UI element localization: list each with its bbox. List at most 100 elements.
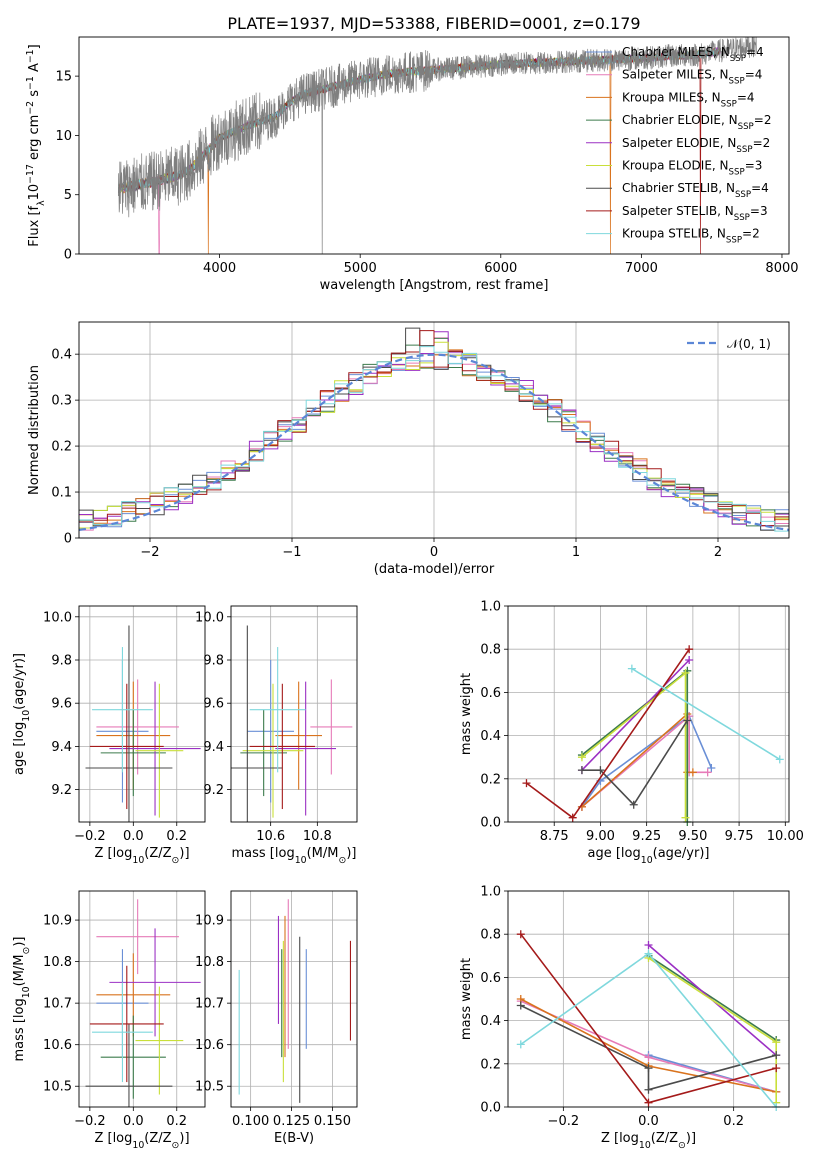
y-tick-label: 0.6 [480,686,501,701]
x-tick-label: 9.50 [678,829,707,844]
axes-frame [230,890,358,1108]
figure-title: PLATE=1937, MJD=53388, FIBERID=0001, z=0… [227,14,640,33]
y-tick-label: 9.2 [51,783,72,798]
weight-line [581,671,687,818]
weight-line [581,659,690,771]
axes-frame [507,890,790,1108]
axes-frame [230,605,358,823]
x-tick-label: 7000 [625,261,658,276]
weight-marker [577,753,586,762]
y-tick-label: 9.8 [51,654,72,669]
x-axis-label: mass [log10(M/M⊙)] [232,846,357,866]
weight-marker [516,1040,525,1049]
y-tick-label: 10 [55,129,72,144]
y-tick-label: 10.0 [195,610,224,625]
y-axis-label: age [log10(age/yr)] [12,653,32,775]
weight-marker [775,755,784,764]
weight-marker [688,768,697,777]
x-tick-label: −0.2 [74,1114,106,1129]
y-tick-label: 1.0 [480,885,501,900]
y-tick-label: 10.9 [43,914,72,929]
weight-marker [707,764,716,772]
x-axis-label: Z [log10(Z/Z⊙)] [94,846,189,866]
x-tick-label: 9.25 [632,829,661,844]
x-tick-label: −1 [282,545,301,560]
legend-label: 𝒩(0, 1) [727,337,771,351]
weight-line [631,667,781,761]
x-tick-label: 0.2 [723,1114,744,1129]
x-axis-label: wavelength [Angstrom, rest frame] [320,278,549,293]
y-tick-label: 0.2 [51,440,72,455]
legend-label: Kroupa MILES, NSSP=4 [622,90,755,109]
x-tick-label: 0.150 [314,1114,351,1129]
y-tick-label: 10.7 [195,997,224,1012]
weight-marker [644,941,653,949]
y-tick-label: 9.6 [51,697,72,712]
y-axis-label: Normed distribution [27,365,42,495]
y-tick-label: 9.4 [51,740,72,755]
x-tick-label: 0.2 [166,1114,187,1129]
legend-label: Salpeter ELODIE, NSSP=2 [622,136,770,155]
axes-mass-weight-vs-age: 8.75 9.00 9.25 9.50 9.75 10.00 0.0 0.2 0.4 0.6 0.8… [480,600,804,845]
axes-frame [507,605,790,823]
weight-marker [681,813,690,822]
x-tick-label: 9.00 [586,829,615,844]
weight-marker [772,1051,781,1060]
x-tick-label: 9.75 [725,829,754,844]
x-tick-label: 10.6 [256,829,285,844]
weight-marker [644,1053,653,1062]
legend-label: Kroupa ELODIE, NSSP=3 [622,159,762,178]
weight-line [520,1004,777,1091]
y-tick-label: 0.2 [480,1057,501,1072]
legend: Chabrier MILES, NSSP=4 Salpeter MILES, NS… [586,45,771,246]
y-tick-label: 0.0 [480,816,501,831]
y-tick-label: 10.8 [43,955,72,970]
y-axis-label: mass weight [459,958,474,1040]
x-tick-label: 2 [714,545,722,560]
x-axis-label: Z [log10(Z/Z⊙)] [601,1131,696,1151]
y-tick-label: 0.2 [480,772,501,787]
axes-frame [78,890,206,1108]
y-axis-label: Flux [fλ10−17 erg cm−2 s−1 A−1] [25,44,47,246]
x-axis-label: (data-model)/error [374,562,495,577]
y-tick-label: 10.9 [195,914,224,929]
x-tick-label: 8.75 [540,829,569,844]
weight-marker [644,1064,653,1073]
y-tick-label: 9.2 [203,783,224,798]
x-tick-label: 0.0 [123,829,144,844]
x-tick-label: −0.2 [548,1114,580,1129]
axes-mass-weight-vs-Z: −0.2 0.0 0.2 0.0 0.2 0.4 0.6 0.8 1.0 [480,885,789,1129]
y-tick-label: 0 [64,248,72,263]
weight-marker [772,1064,781,1073]
weight-marker [703,768,712,777]
y-tick-label: 0.4 [480,1014,501,1029]
y-axis-label: mass [log10(M/M⊙)] [12,937,32,1062]
axes-frame [78,321,790,539]
x-tick-label: 0.0 [123,1114,144,1129]
histogram-step [79,346,789,532]
x-tick-label: 10.8 [303,829,332,844]
axes-frame [78,605,206,823]
y-tick-label: 10.6 [195,1038,224,1053]
y-tick-label: 0.3 [51,394,72,409]
y-tick-label: 10.6 [43,1038,72,1053]
y-tick-label: 0.8 [480,928,501,943]
weight-marker [596,766,605,775]
weight-marker [685,656,694,664]
y-tick-label: 0.6 [480,971,501,986]
y-tick-label: 0 [64,532,72,547]
y-tick-label: 0.1 [51,486,72,501]
y-tick-label: 10.8 [195,955,224,970]
weight-marker [568,813,577,822]
y-tick-label: 0.4 [480,729,501,744]
x-axis-label: E(B-V) [274,1131,314,1146]
weight-marker [516,1001,525,1010]
y-tick-label: 0.8 [480,643,501,658]
x-tick-label: −0.2 [74,829,106,844]
weight-marker [627,664,636,673]
y-tick-label: 10.7 [43,997,72,1012]
x-tick-label: 10.00 [767,829,804,844]
weight-marker [644,1085,653,1094]
legend-label: Salpeter MILES, NSSP=4 [622,68,762,87]
x-tick-label: 0.125 [273,1114,310,1129]
